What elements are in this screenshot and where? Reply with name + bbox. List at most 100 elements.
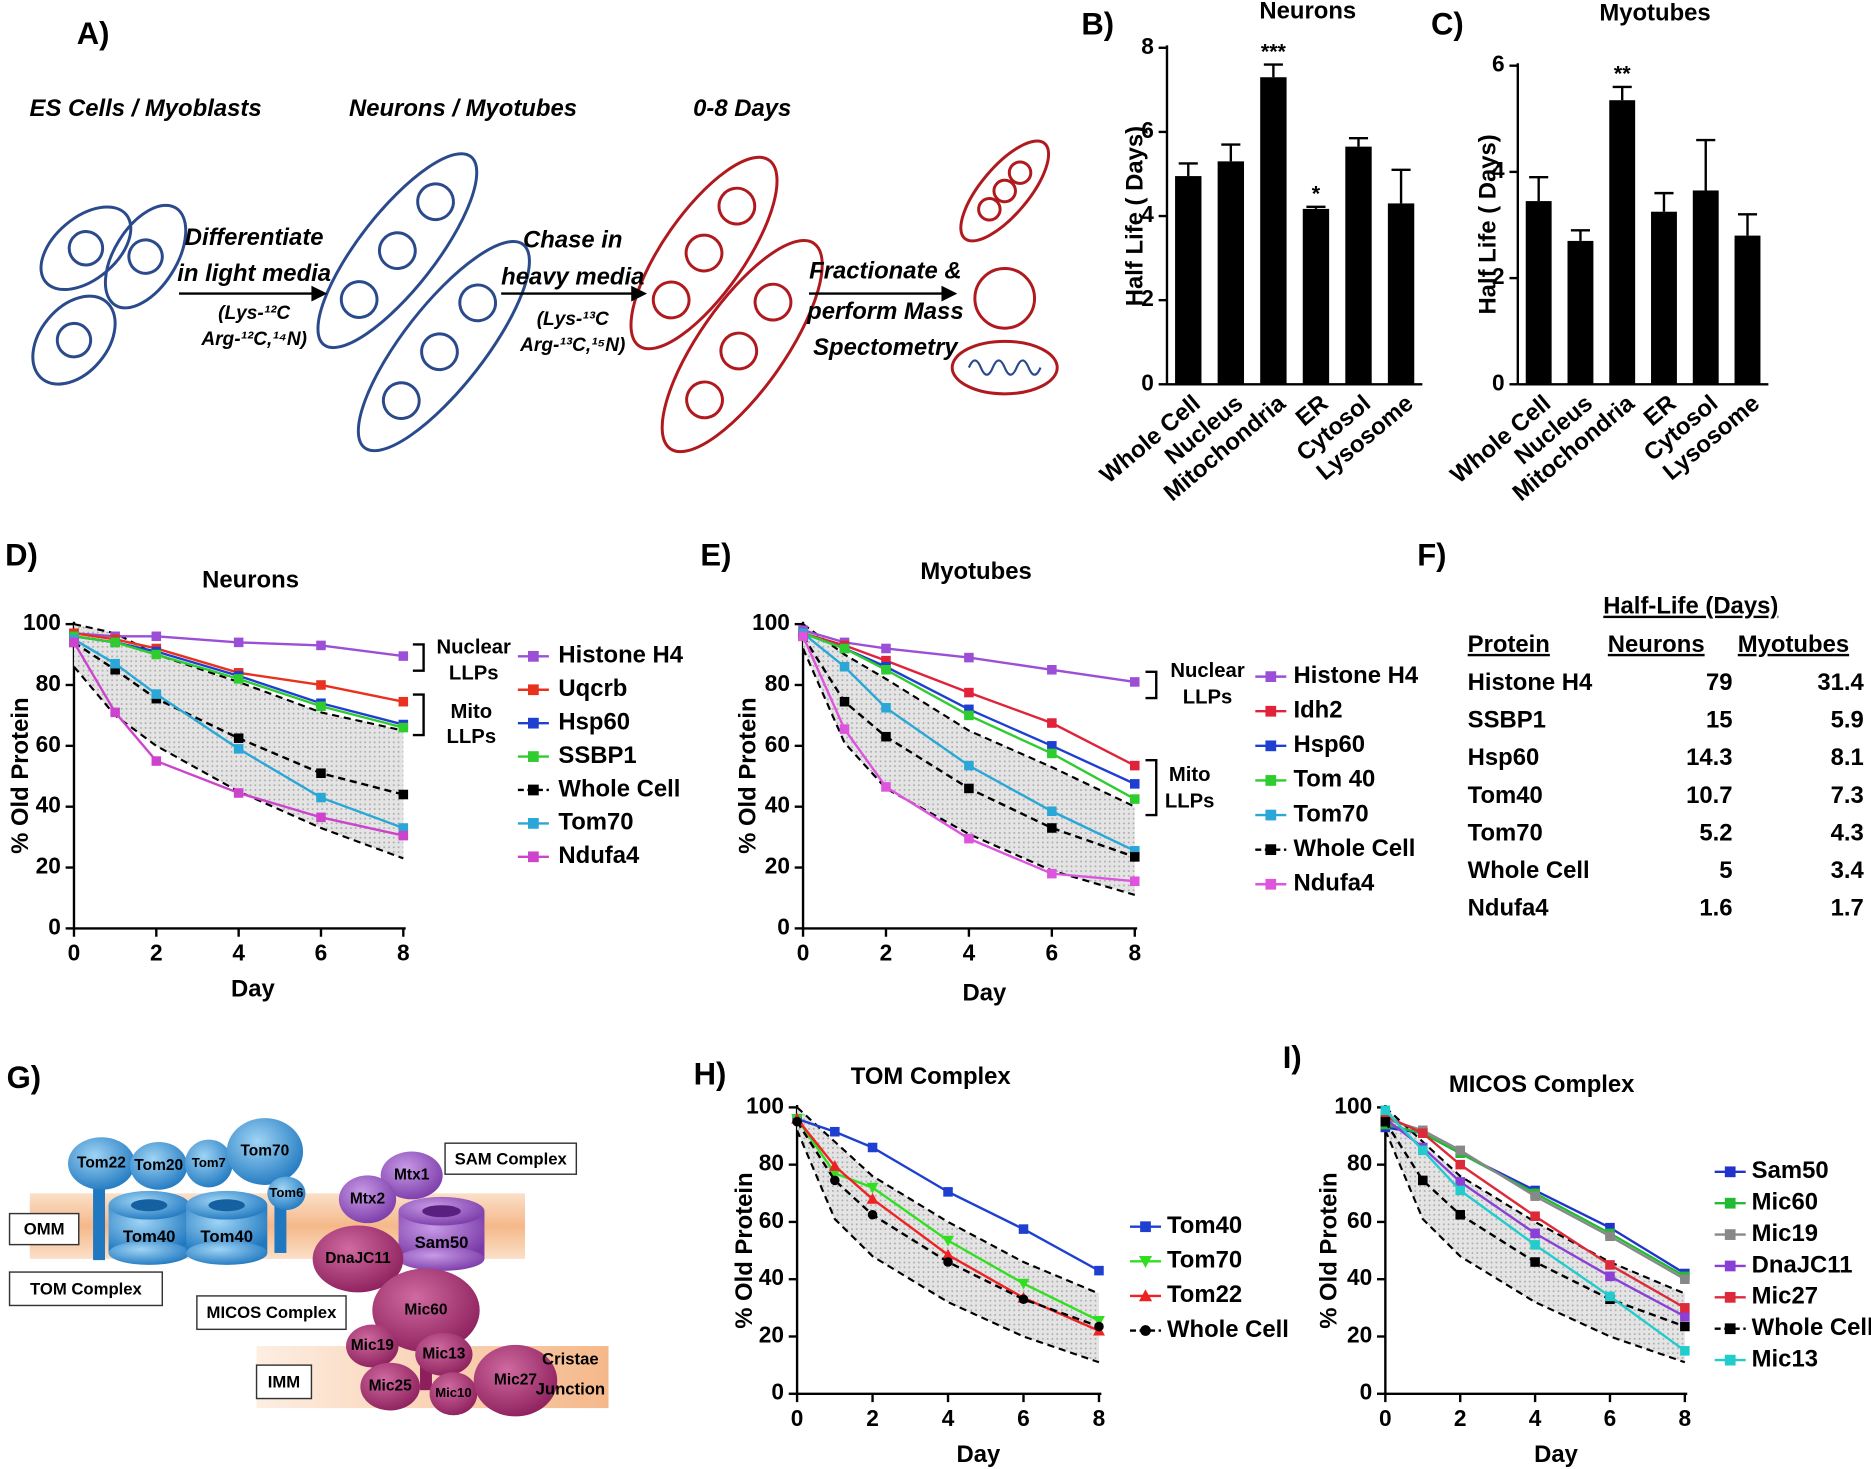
panel-label: D) bbox=[5, 537, 38, 572]
series-line bbox=[73, 632, 404, 703]
y-axis-label: % Old Protein bbox=[7, 697, 34, 853]
box-label: OMM bbox=[24, 1220, 65, 1239]
y-tick-label: 40 bbox=[1347, 1264, 1372, 1290]
protein-pore bbox=[130, 1199, 168, 1212]
marker bbox=[881, 643, 891, 654]
series-line bbox=[1385, 1117, 1686, 1281]
marker bbox=[1380, 1105, 1391, 1116]
marker bbox=[1129, 760, 1140, 771]
chart-title: Neurons bbox=[202, 566, 299, 593]
chart-title: MICOS Complex bbox=[1449, 1071, 1635, 1098]
media-text: Arg-¹²C,¹⁴N) bbox=[200, 329, 307, 350]
table-cell: 4.3 bbox=[1831, 819, 1864, 846]
protein-label: Tom20 bbox=[134, 1157, 183, 1174]
table-cell: 5.9 bbox=[1831, 707, 1864, 734]
table-cell: 31.4 bbox=[1817, 669, 1864, 696]
y-tick-label: 2 bbox=[1141, 285, 1154, 311]
significance: *** bbox=[1261, 39, 1287, 63]
x-axis-label: Day bbox=[231, 976, 275, 1003]
x-axis-label: Day bbox=[963, 979, 1007, 1006]
y-tick-label: 20 bbox=[1347, 1321, 1372, 1347]
legend-marker bbox=[1140, 1325, 1151, 1336]
x-tick-label: 8 bbox=[1128, 940, 1141, 966]
marker bbox=[942, 1235, 954, 1247]
significance: * bbox=[1312, 182, 1321, 206]
legend-marker bbox=[1724, 1166, 1736, 1178]
marker bbox=[1455, 1185, 1466, 1196]
series-line bbox=[1384, 1114, 1686, 1309]
marker bbox=[233, 744, 244, 754]
legend-label: Whole Cell bbox=[1752, 1314, 1871, 1341]
panel-label: C) bbox=[1431, 6, 1464, 41]
legend-marker bbox=[1724, 1229, 1736, 1240]
y-tick-label: 100 bbox=[1334, 1092, 1372, 1118]
marker bbox=[1455, 1145, 1466, 1156]
bracket bbox=[1145, 758, 1158, 817]
marker bbox=[1018, 1294, 1029, 1305]
annotation: Nuclear bbox=[1170, 660, 1244, 682]
annotation: LLPs bbox=[447, 726, 497, 748]
marker bbox=[943, 1187, 953, 1197]
marker bbox=[1129, 794, 1140, 804]
marker bbox=[1455, 1159, 1466, 1170]
protein-shape bbox=[473, 1344, 558, 1417]
table-cell: 3.4 bbox=[1831, 857, 1865, 884]
marker bbox=[233, 788, 244, 798]
y-axis-label: % Old Protein bbox=[1316, 1172, 1343, 1328]
legend-marker bbox=[528, 684, 539, 696]
x-tick-label: 0 bbox=[68, 940, 81, 966]
marker bbox=[964, 783, 974, 794]
marker bbox=[1605, 1222, 1615, 1233]
bar bbox=[1734, 235, 1761, 385]
y-tick-label: 60 bbox=[759, 1207, 784, 1233]
table-cell: 5.2 bbox=[1699, 819, 1732, 846]
annotation: LLPs bbox=[1183, 686, 1233, 708]
column-header: Myotubes bbox=[1738, 631, 1849, 658]
marker bbox=[110, 707, 120, 718]
marker bbox=[1680, 1346, 1690, 1356]
legend-label: Ndufa4 bbox=[558, 842, 640, 869]
band-edge bbox=[796, 1106, 1100, 1295]
column-header: Protein bbox=[1468, 631, 1550, 658]
x-tick-label: 0 bbox=[791, 1405, 804, 1431]
step-text: Differentiate bbox=[185, 224, 324, 251]
marker bbox=[1129, 846, 1140, 856]
protein-shape bbox=[415, 1332, 473, 1376]
marker bbox=[316, 701, 326, 712]
table-cell: 14.3 bbox=[1686, 744, 1732, 771]
marker bbox=[839, 724, 850, 734]
panel-label: I) bbox=[1283, 1040, 1302, 1075]
annotation: Mito bbox=[1169, 764, 1211, 786]
legend-label: Whole Cell bbox=[558, 775, 680, 802]
marker bbox=[1530, 1228, 1540, 1239]
y-tick-label: 8 bbox=[1141, 33, 1154, 59]
legend-marker bbox=[528, 784, 539, 796]
series-line bbox=[796, 1118, 1100, 1322]
protein-label: Mic10 bbox=[435, 1385, 471, 1400]
cell-drawings bbox=[31, 152, 531, 453]
x-tick-label: 4 bbox=[942, 1405, 955, 1431]
legend-label: Tom40 bbox=[1167, 1212, 1242, 1239]
band-edge bbox=[73, 623, 404, 732]
y-tick-label: 20 bbox=[765, 853, 790, 879]
x-tick-label: 6 bbox=[1017, 1405, 1030, 1431]
stalk bbox=[274, 1181, 287, 1253]
x-tick-label: 8 bbox=[397, 940, 410, 966]
marker bbox=[1047, 806, 1057, 817]
marker bbox=[1129, 779, 1140, 789]
legend-label: Tom70 bbox=[558, 809, 633, 836]
arrows bbox=[178, 285, 958, 302]
protein-pore bbox=[208, 1199, 245, 1212]
bar bbox=[1609, 100, 1636, 385]
stage-label: Neurons / Myotubes bbox=[349, 95, 577, 122]
panel-label: B) bbox=[1081, 6, 1114, 41]
y-tick-label: 60 bbox=[36, 731, 61, 757]
bar bbox=[1525, 201, 1552, 385]
legend-label: Histone H4 bbox=[558, 642, 683, 669]
protein-shape bbox=[267, 1176, 306, 1211]
media-text: (Lys-¹²C bbox=[218, 303, 290, 324]
legend-label: Uqcrb bbox=[558, 675, 627, 702]
marker bbox=[316, 768, 326, 778]
series-line bbox=[802, 635, 1136, 859]
